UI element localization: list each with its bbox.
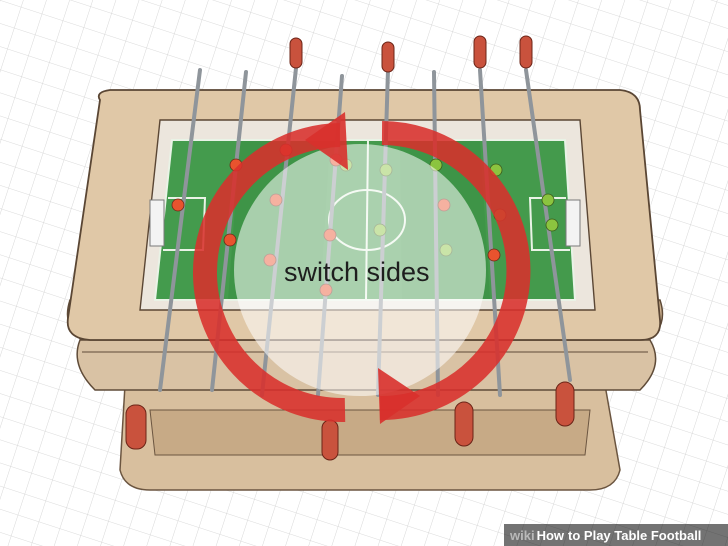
bottom-handles xyxy=(125,381,575,461)
watermark-how: How xyxy=(536,527,565,543)
watermark-brand: wiki xyxy=(510,527,535,543)
top-handles xyxy=(289,35,533,73)
watermark-title: to Play Table Football xyxy=(568,527,702,543)
wikihow-watermark: wiki How to Play Table Football xyxy=(504,524,728,546)
circular-arrows-icon xyxy=(192,112,531,424)
